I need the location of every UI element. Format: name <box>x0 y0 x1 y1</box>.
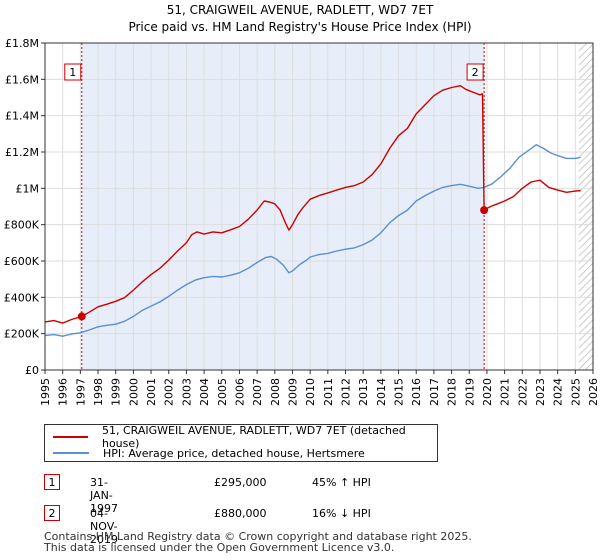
plot-frame <box>44 42 594 371</box>
y-tick-label: £400K <box>4 291 40 304</box>
transaction-price: £880,000 <box>214 507 267 520</box>
y-tick-label: £1.6M <box>5 73 39 86</box>
x-tick-label: 2022 <box>516 378 529 406</box>
x-tick-label: 2010 <box>304 378 317 406</box>
x-tick-label: 2004 <box>198 378 211 406</box>
x-tick-label: 2007 <box>251 378 264 406</box>
transaction-price: £295,000 <box>214 476 267 489</box>
x-tick-label: 2021 <box>499 378 512 406</box>
x-tick-label: 2014 <box>375 378 388 406</box>
y-tick-label: £1.4M <box>5 110 39 123</box>
x-tick-label: 2023 <box>534 378 547 406</box>
x-tick-label: 2011 <box>322 378 335 406</box>
x-tick-label: 2008 <box>269 378 282 406</box>
x-tick-label: 2019 <box>463 378 476 406</box>
ownership-shade <box>81 43 485 370</box>
legend-label-property: 51, CRAIGWEIL AVENUE, RADLETT, WD7 7ET (… <box>101 424 406 450</box>
sale-point <box>480 206 489 215</box>
sale-marker-box <box>64 63 82 81</box>
transaction-date: 04-NOV-2019 <box>90 507 118 546</box>
x-tick-label: 2006 <box>233 378 246 406</box>
x-tick-label: 2000 <box>127 378 140 406</box>
transaction-hpi-diff: 16% ↓ HPI <box>312 507 371 520</box>
x-tick-label: 2005 <box>216 378 229 406</box>
legend: 51, CRAIGWEIL AVENUE, RADLETT, WD7 7ET (… <box>44 424 438 462</box>
x-tick-label: 2020 <box>481 378 494 406</box>
transaction-badge: 1 <box>44 474 60 490</box>
hpi-line <box>44 144 581 337</box>
x-tick-label: 1999 <box>110 378 123 406</box>
y-tick-label: £600K <box>4 255 40 268</box>
footer: Contains HM Land Registry data © Crown c… <box>44 531 472 553</box>
transaction-date: 31-JAN-1997 <box>90 476 118 515</box>
transaction-badge: 2 <box>44 505 60 521</box>
x-tick-label: 2024 <box>552 378 565 406</box>
x-tick-label: 2013 <box>357 378 370 406</box>
sale-point <box>77 312 86 321</box>
x-tick-label: 2025 <box>569 378 582 406</box>
chart-subtitle: Price paid vs. HM Land Registry's House … <box>128 20 471 34</box>
x-tick-label: 2017 <box>428 378 441 406</box>
x-tick-label: 2012 <box>340 378 353 406</box>
x-tick-label: 2003 <box>180 378 193 406</box>
legend-item-property: 51, CRAIGWEIL AVENUE, RADLETT, WD7 7ET (… <box>53 424 437 450</box>
x-tick-label: 2018 <box>446 378 459 406</box>
legend-swatch-property <box>53 436 88 438</box>
x-tick-label: 2026 <box>587 378 600 406</box>
footer-line-2: This data is licensed under the Open Gov… <box>44 541 395 554</box>
x-tick-label: 2015 <box>393 378 406 406</box>
legend-swatch-hpi <box>53 452 89 454</box>
legend-label-hpi: HPI: Average price, detached house, Hert… <box>103 446 365 460</box>
y-tick-label: £200K <box>4 328 40 341</box>
x-tick-label: 1997 <box>74 378 87 406</box>
y-tick-label: £1.2M <box>5 146 39 159</box>
sale-marker-box <box>466 63 484 81</box>
footer-line-1: Contains HM Land Registry data © Crown c… <box>44 530 472 543</box>
sale-marker-label: 2 <box>472 66 479 79</box>
x-tick-label: 2009 <box>286 378 299 406</box>
x-tick-label: 1995 <box>39 378 52 406</box>
price-chart: 51, CRAIGWEIL AVENUE, RADLETT, WD7 7ET P… <box>4 3 600 406</box>
sale-marker-label: 1 <box>69 66 76 79</box>
transaction-hpi-diff: 45% ↑ HPI <box>312 476 371 489</box>
x-tick-label: 2016 <box>410 378 423 406</box>
x-tick-label: 1996 <box>57 378 70 406</box>
x-tick-label: 2002 <box>163 378 176 406</box>
y-tick-label: £1.8M <box>5 37 39 50</box>
x-tick-label: 1998 <box>92 378 105 406</box>
x-tick-label: 2001 <box>145 378 158 406</box>
legend-item-hpi: HPI: Average price, detached house, Hert… <box>53 445 365 461</box>
forecast-hatch <box>578 43 593 370</box>
y-tick-label: £1M <box>16 182 40 195</box>
y-tick-label: £0 <box>25 364 39 377</box>
y-tick-label: £800K <box>4 219 40 232</box>
chart-title: 51, CRAIGWEIL AVENUE, RADLETT, WD7 7ET <box>167 3 434 17</box>
